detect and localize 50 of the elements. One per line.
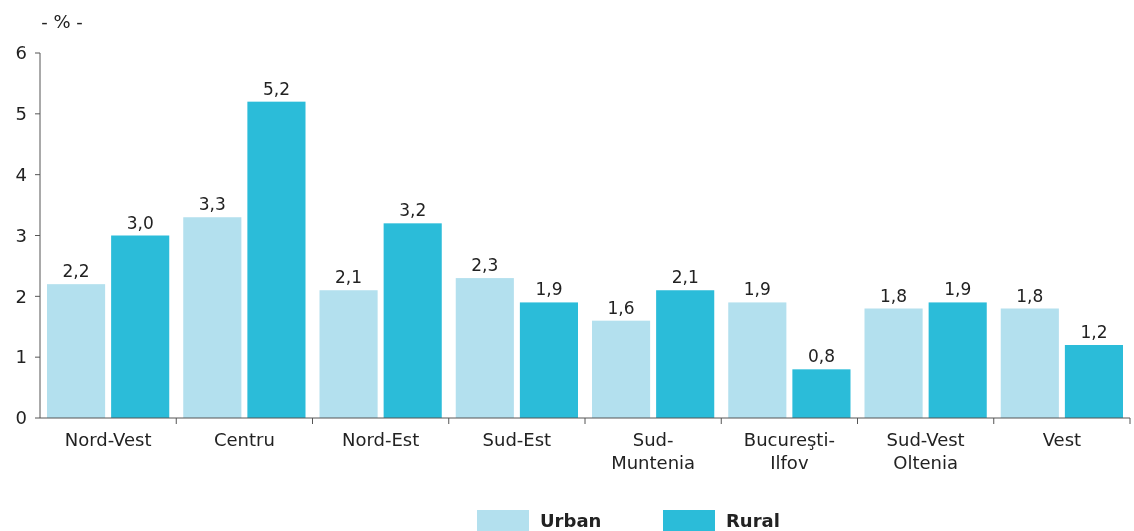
legend-label: Rural — [726, 510, 780, 531]
bar — [1064, 345, 1124, 418]
data-label: 2,3 — [471, 255, 499, 276]
x-tick-label: Sud-Vest Oltenia — [886, 429, 965, 473]
x-tick-label: Centru — [213, 429, 275, 450]
data-label: 1,8 — [1016, 285, 1044, 306]
x-tick-label: Nord-Vest — [64, 429, 152, 450]
bar — [728, 302, 787, 418]
bar — [383, 223, 442, 418]
data-label: 2,1 — [671, 267, 699, 288]
x-tick-label: Nord-Est — [341, 429, 420, 450]
data-label: 1,9 — [944, 279, 972, 300]
data-label: 3,2 — [399, 200, 427, 221]
data-label: 5,2 — [262, 78, 290, 99]
bar — [864, 308, 923, 418]
bar — [111, 235, 170, 418]
data-label: 3,3 — [198, 194, 226, 215]
y-tick-label: 0 — [15, 407, 27, 429]
y-tick-label: 2 — [15, 285, 27, 307]
y-tick-label: 1 — [15, 346, 27, 368]
data-label: 3,0 — [126, 212, 154, 233]
data-label: 1,9 — [535, 279, 563, 300]
y-tick-label: 4 — [15, 163, 27, 185]
data-label: 1,9 — [743, 279, 771, 300]
bar — [319, 290, 378, 418]
bar — [792, 369, 851, 418]
x-tick-label: Sud-Est — [482, 429, 552, 450]
bar — [455, 278, 514, 418]
x-tick-label: Vest — [1042, 429, 1082, 450]
bar — [656, 290, 715, 418]
bar — [183, 217, 242, 418]
data-label: 1,2 — [1080, 322, 1108, 342]
y-axis-title: - % - — [41, 11, 83, 32]
y-tick-label: 5 — [15, 103, 27, 125]
bar — [519, 302, 578, 418]
bar — [247, 101, 306, 418]
y-tick-label: 6 — [15, 42, 27, 64]
x-tick-label: Sud-Muntenia — [611, 429, 696, 473]
data-label: 1,8 — [880, 285, 908, 306]
bar — [928, 302, 987, 418]
bar — [592, 320, 651, 418]
x-tick-label: Bucureşti-Ilfov — [743, 429, 835, 473]
bar — [1000, 308, 1059, 418]
data-label: 1,6 — [607, 297, 635, 318]
legend-label: Urban — [540, 510, 602, 531]
data-label: 0,8 — [807, 346, 835, 367]
data-label: 2,2 — [62, 261, 90, 282]
bar — [47, 284, 106, 418]
data-label: 2,1 — [335, 267, 363, 288]
y-tick-label: 3 — [15, 224, 27, 246]
